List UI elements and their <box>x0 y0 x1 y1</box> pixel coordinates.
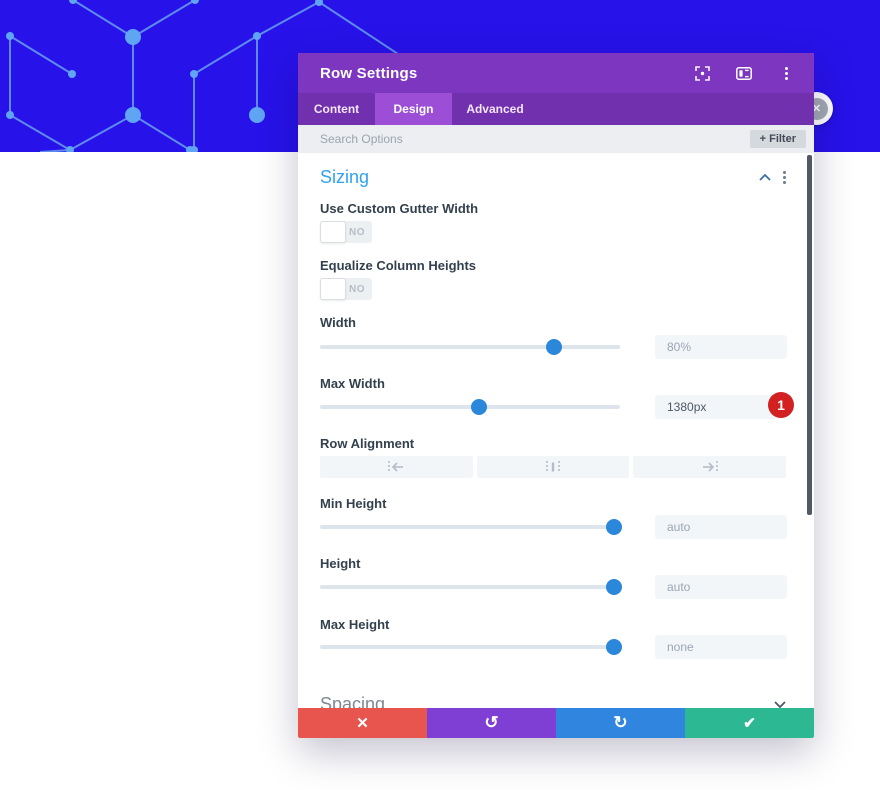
modal-header-icons <box>694 65 794 81</box>
equalize-heights-toggle[interactable]: NO <box>320 278 372 300</box>
toggle-value: NO <box>349 284 365 295</box>
align-right-button[interactable] <box>633 456 787 478</box>
slider-thumb[interactable] <box>606 579 622 595</box>
snap-icon[interactable] <box>694 65 710 81</box>
step-1-badge: 1 <box>768 392 794 418</box>
width-label: Width <box>320 315 356 330</box>
height-slider-row: auto <box>320 575 787 599</box>
align-right-icon <box>702 461 718 473</box>
width-slider[interactable] <box>320 339 620 355</box>
toggle-knob <box>320 221 346 243</box>
row-alignment-group <box>320 456 787 478</box>
toggle-value: NO <box>349 227 365 238</box>
height-label: Height <box>320 556 361 571</box>
tab-design[interactable]: Design <box>375 93 452 125</box>
align-center-icon <box>546 461 560 473</box>
max-width-slider[interactable] <box>320 399 620 415</box>
network-pattern <box>6 0 431 152</box>
row-alignment-label: Row Alignment <box>320 436 415 451</box>
modal-scrollbar[interactable] <box>807 155 812 515</box>
width-input[interactable]: 80% <box>655 335 787 359</box>
search-bar: Search Options + Filter <box>298 125 814 153</box>
section-ellipsis-icon[interactable] <box>783 171 786 184</box>
width-slider-row: 80% <box>320 335 787 359</box>
max-height-label: Max Height <box>320 617 390 632</box>
tab-content[interactable]: Content <box>313 102 360 116</box>
save-button[interactable]: ✔ <box>685 708 814 738</box>
height-slider[interactable] <box>320 579 622 595</box>
search-input[interactable]: Search Options <box>320 132 403 146</box>
align-left-icon <box>388 461 404 473</box>
max-height-input[interactable]: none <box>655 635 787 659</box>
min-height-slider[interactable] <box>320 519 622 535</box>
min-height-label: Min Height <box>320 496 387 511</box>
max-width-label: Max Width <box>320 376 385 391</box>
section-title: Sizing <box>320 167 370 187</box>
height-input[interactable]: auto <box>655 575 787 599</box>
settings-content: Sizing Use Custom Gutter Width NO Equali <box>298 153 814 738</box>
x-icon: ✕ <box>356 715 369 732</box>
max-width-slider-row: 1380px <box>320 395 787 419</box>
slider-thumb[interactable] <box>470 399 487 415</box>
settings-tabs: Content Design Advanced <box>298 93 814 125</box>
discard-button[interactable]: ✕ <box>298 708 427 738</box>
toggle-knob <box>320 278 346 300</box>
columns-layout-icon[interactable] <box>736 65 752 81</box>
redo-icon: ↻ <box>613 713 628 732</box>
redo-button[interactable]: ↻ <box>556 708 685 738</box>
min-height-slider-row: auto <box>320 515 787 539</box>
chevron-down-icon[interactable] <box>774 701 786 708</box>
min-height-input[interactable]: auto <box>655 515 787 539</box>
slider-thumb[interactable] <box>606 519 622 535</box>
modal-title: Row Settings <box>320 64 418 82</box>
modal-header: Row Settings <box>298 53 814 93</box>
align-center-button[interactable] <box>476 456 630 478</box>
section-header-sizing[interactable]: Sizing <box>320 167 786 188</box>
max-height-slider[interactable] <box>320 639 622 655</box>
max-height-slider-row: none <box>320 635 787 659</box>
tab-advanced[interactable]: Advanced <box>466 102 524 116</box>
slider-thumb[interactable] <box>606 639 622 655</box>
chevron-up-icon[interactable] <box>759 174 771 181</box>
align-left-button[interactable] <box>320 456 473 478</box>
undo-icon: ↺ <box>484 713 499 732</box>
ellipsis-icon[interactable] <box>778 65 794 81</box>
modal-footer: ✕ ↺ ↻ ✔ <box>298 708 814 738</box>
gutter-width-toggle[interactable]: NO <box>320 221 372 243</box>
row-settings-modal: Row Settings <box>298 53 814 738</box>
slider-thumb[interactable] <box>545 339 562 355</box>
undo-button[interactable]: ↺ <box>427 708 556 738</box>
max-width-input[interactable]: 1380px <box>655 395 787 419</box>
gutter-width-label: Use Custom Gutter Width <box>320 201 479 216</box>
check-icon: ✔ <box>743 715 756 732</box>
equalize-heights-label: Equalize Column Heights <box>320 258 477 273</box>
filter-button[interactable]: + Filter <box>749 130 806 148</box>
